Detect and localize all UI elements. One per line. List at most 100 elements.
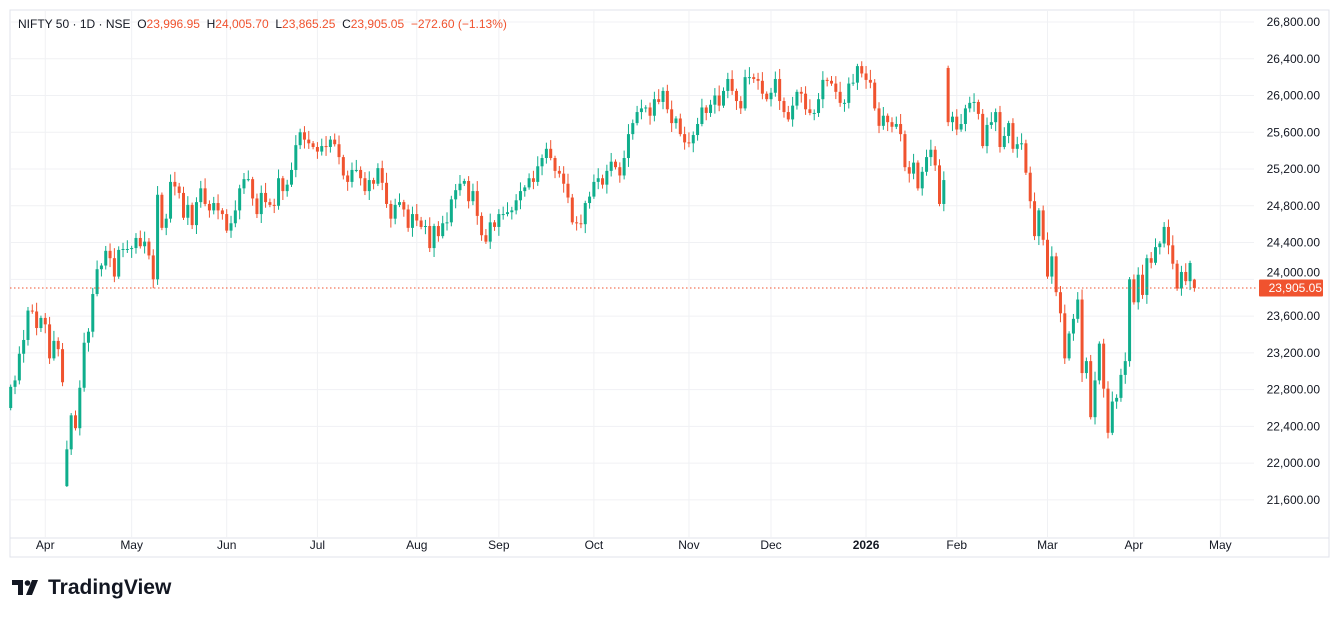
candle (868, 69, 872, 89)
candle-body (22, 339, 26, 354)
candle (795, 89, 799, 110)
candle-body (540, 158, 544, 167)
candle (972, 93, 976, 112)
candle (285, 179, 289, 197)
candle-body (523, 187, 527, 192)
candle-body (570, 197, 574, 223)
candle-body (864, 73, 868, 80)
candle (74, 410, 77, 431)
candle (151, 249, 155, 289)
candle-body (233, 210, 237, 224)
chart-frame (9, 9, 1330, 558)
price-axis[interactable]: 26,800.00 26,400.00 26,000.00 25,600.00 25,2… (1267, 15, 1321, 507)
candle (683, 126, 687, 150)
price-tick-label: 24,400.00 (1267, 236, 1321, 250)
candle-body (229, 223, 233, 231)
candle-body (756, 78, 760, 81)
candle-body (341, 157, 345, 176)
candle (955, 109, 959, 136)
candle-body (259, 192, 263, 215)
candle-body (1002, 135, 1006, 147)
candle (497, 209, 501, 236)
candle-body (670, 109, 674, 124)
candle (52, 330, 56, 361)
candle-body (734, 90, 738, 102)
candle (648, 102, 652, 125)
candle-body (1071, 318, 1075, 334)
candle-body (743, 77, 747, 109)
candle-body (717, 95, 721, 106)
candle (475, 181, 479, 225)
candle (817, 93, 821, 117)
candle (527, 173, 531, 190)
candle (588, 191, 592, 209)
candle (618, 162, 622, 183)
candle-body (238, 188, 242, 211)
price-tick-label: 24,000.00 (1267, 266, 1321, 280)
time-tick-label: Apr (36, 538, 55, 552)
price-tick-label: 22,400.00 (1267, 419, 1321, 433)
candle (722, 87, 725, 108)
candle-body (212, 203, 216, 211)
candle (13, 375, 17, 395)
candle-body (1054, 256, 1058, 293)
candle-body (851, 82, 855, 84)
candle-body (899, 124, 903, 135)
candle (873, 79, 877, 111)
candle-body (346, 175, 350, 182)
candle (199, 180, 203, 208)
candle-body (493, 222, 497, 227)
interval[interactable]: 1D (79, 17, 96, 31)
time-axis[interactable]: Apr May Jun Jul Aug Sep Oct Nov Dec 2026 Feb Mar Apr… (36, 538, 1232, 552)
candle (773, 71, 777, 97)
price-tick-label: 25,200.00 (1267, 162, 1321, 176)
candle-body (834, 83, 838, 92)
candle-body (713, 95, 717, 105)
candle-body (56, 340, 60, 350)
tradingview-logo[interactable]: TradingView (12, 576, 171, 600)
candle (376, 163, 380, 187)
candle-body (579, 223, 583, 225)
candle (860, 61, 864, 78)
candle-body (285, 184, 289, 192)
candle (272, 198, 276, 214)
candle (160, 192, 164, 231)
candle (566, 173, 570, 204)
candle-body (125, 248, 129, 250)
candle (665, 84, 669, 114)
candle-body (657, 99, 661, 102)
candle (1171, 235, 1175, 270)
candle-body (74, 415, 77, 429)
candle (557, 166, 561, 178)
candle (104, 245, 108, 270)
price-tick-label: 26,800.00 (1267, 15, 1321, 29)
candle (864, 66, 868, 89)
candle (1007, 120, 1011, 144)
candle (847, 77, 851, 109)
price-tick-label: 23,600.00 (1267, 309, 1321, 323)
candle-body (1046, 239, 1049, 277)
candle-body (1162, 226, 1166, 244)
candle (760, 72, 764, 100)
candle-body (1123, 361, 1127, 375)
symbol-name[interactable]: NIFTY 50 (18, 17, 70, 31)
candle (367, 171, 371, 201)
candle (259, 185, 263, 223)
candle (393, 198, 397, 225)
candle (635, 105, 639, 126)
candle-body (376, 168, 380, 184)
candle (739, 96, 743, 114)
candle-body (873, 82, 877, 109)
candle-body (160, 194, 164, 228)
candle-body (1063, 313, 1067, 359)
candle-body (302, 132, 306, 140)
candle-body (1192, 279, 1196, 289)
candle (544, 142, 548, 164)
candle-body (678, 118, 682, 135)
candle-body (497, 214, 501, 227)
candle-body (385, 182, 389, 204)
candle (1015, 136, 1019, 158)
candle-body (1149, 258, 1153, 263)
candle (277, 169, 281, 210)
